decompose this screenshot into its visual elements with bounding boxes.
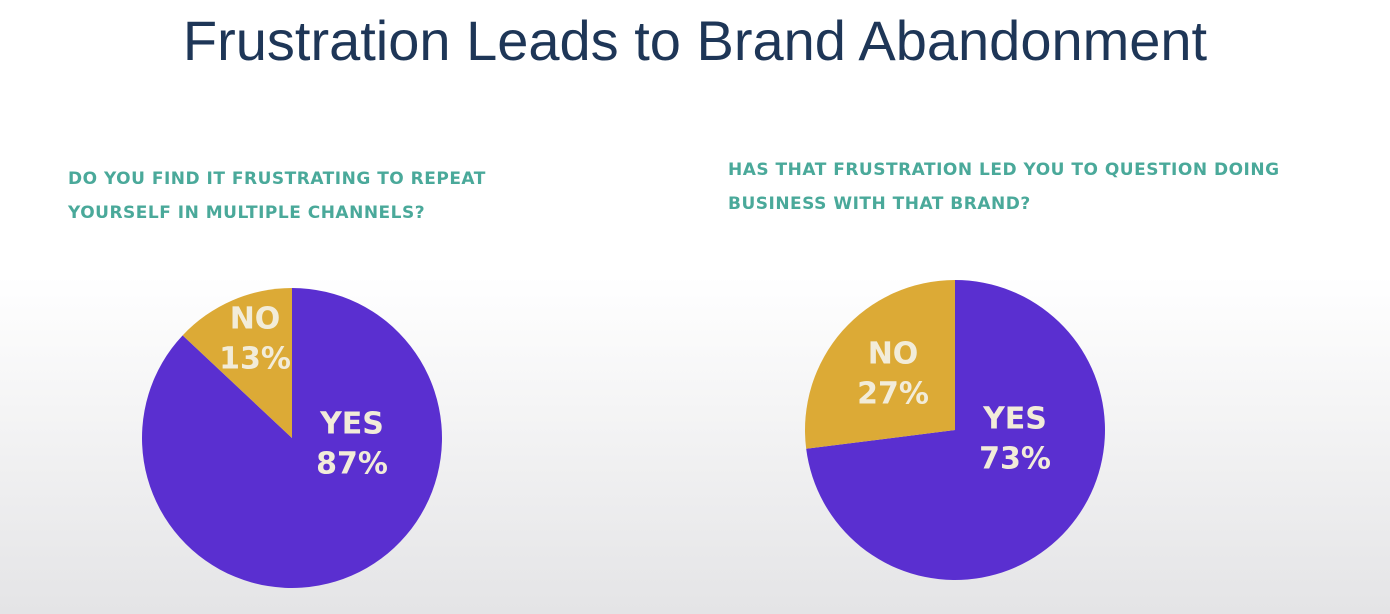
slice-value-label: 27% — [857, 377, 929, 412]
slide-title: Frustration Leads to Brand Abandonment — [182, 9, 1208, 72]
slice-value-label: 13% — [219, 342, 291, 377]
slice-category: NO — [230, 302, 281, 337]
pie-slice — [806, 280, 1105, 580]
slice-value-label: 87% — [316, 447, 388, 482]
chart-title: DO YOU FIND IT FRUSTRATING TO REPEAT YOU… — [68, 169, 486, 223]
slice-value-label: 73% — [979, 442, 1051, 477]
pie-slice — [805, 280, 955, 449]
pie-slice — [182, 288, 292, 438]
slice-category: NO — [868, 337, 919, 372]
chart-title: HAS THAT FRUSTRATION LED YOU TO QUESTION… — [728, 160, 1280, 214]
slice-category: YES — [319, 407, 384, 442]
slice-category: YES — [982, 402, 1047, 437]
